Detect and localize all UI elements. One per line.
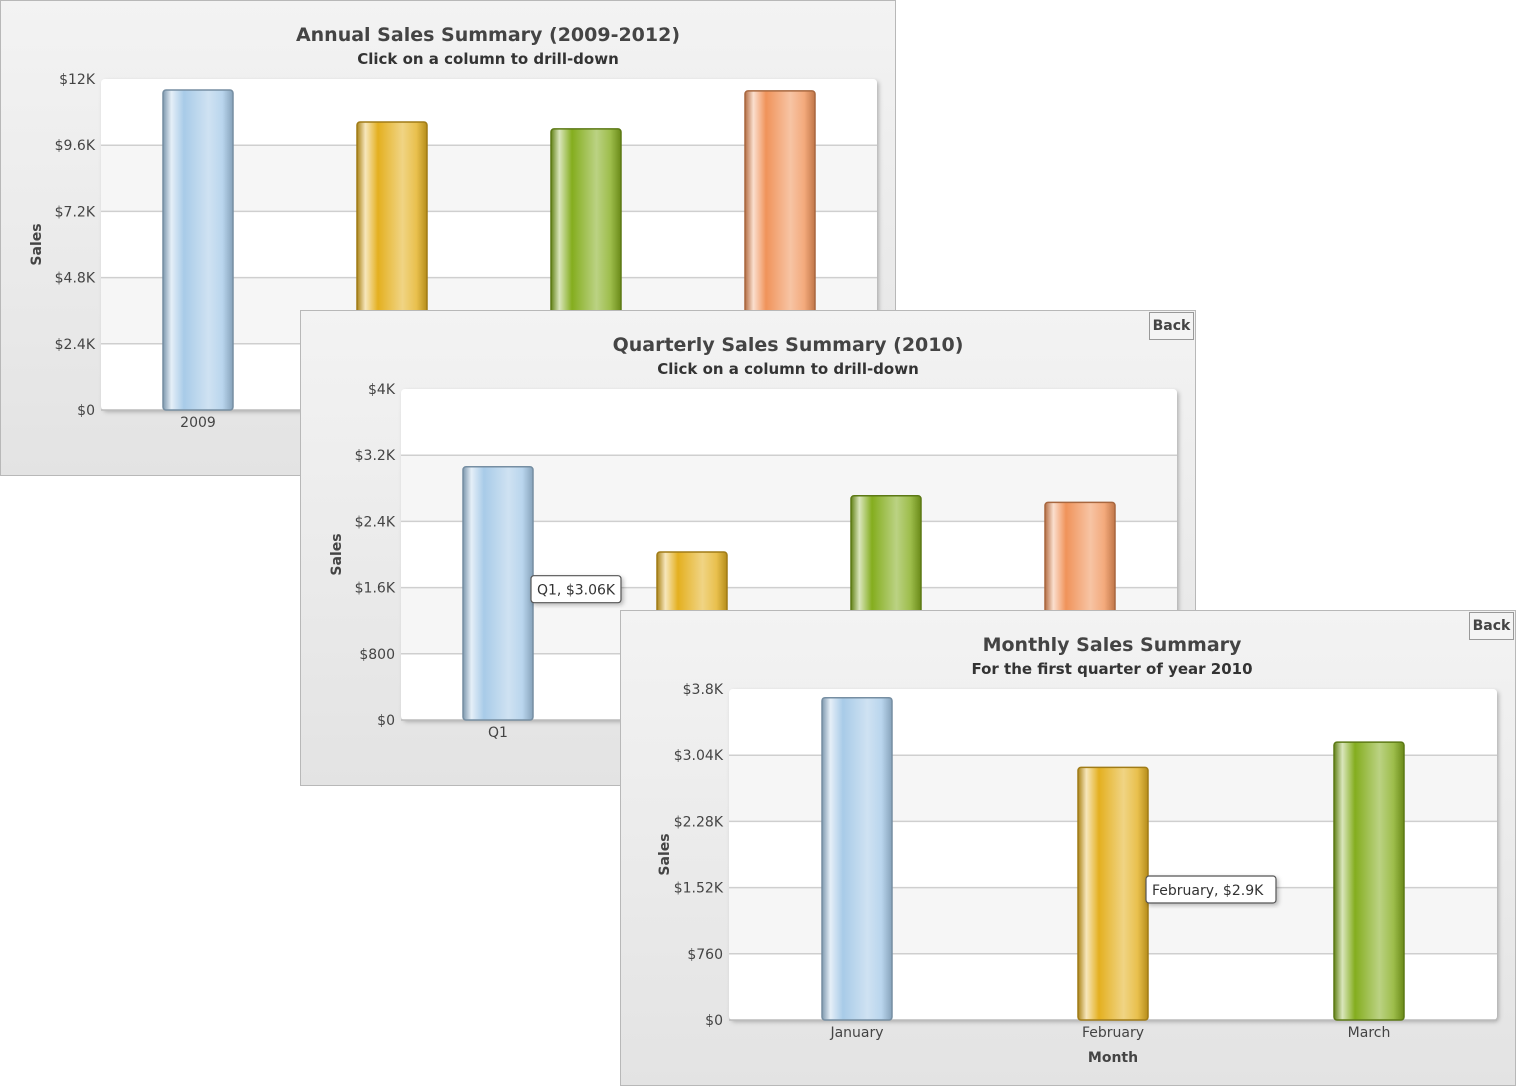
y-axis-title: Sales	[329, 533, 345, 575]
chart-svg: Monthly Sales Summary For the first quart…	[657, 634, 1497, 1066]
y-tick-label: $0	[377, 713, 395, 729]
y-tick-label: $4.8K	[55, 271, 96, 287]
monthly-chart-panel: Monthly Sales Summary For the first quart…	[620, 610, 1516, 1086]
bar-q1[interactable]	[462, 466, 534, 721]
tooltip-text: Q1, $3.06K	[537, 583, 616, 599]
back-button[interactable]: Back	[1149, 312, 1194, 340]
y-tick-label: $800	[359, 647, 395, 663]
y-tick-label: $7.2K	[55, 204, 96, 220]
bar-2009[interactable]	[162, 89, 234, 411]
tooltip: February, $2.9K	[1145, 875, 1277, 904]
tooltip: Q1, $3.06K	[530, 575, 622, 604]
bar-january[interactable]	[821, 696, 893, 1021]
x-axis-title: Month	[1088, 1050, 1138, 1066]
chart-subtitle: Click on a column to drill-down	[357, 50, 619, 68]
bar-february[interactable]	[1077, 766, 1149, 1021]
back-button[interactable]: Back	[1469, 612, 1514, 640]
chart-title: Monthly Sales Summary	[983, 634, 1242, 656]
y-tick-label: $12K	[59, 72, 96, 88]
x-tick-label: Q1	[488, 725, 508, 741]
y-axis-title: Sales	[657, 833, 673, 875]
y-tick-label: $4K	[368, 382, 396, 398]
bar-march[interactable]	[1333, 741, 1405, 1021]
y-tick-label: $3.8K	[683, 682, 724, 698]
y-tick-label: $1.52K	[674, 881, 724, 897]
y-tick-label: $760	[687, 947, 723, 963]
x-tick-label: January	[829, 1025, 883, 1041]
chart-subtitle: For the first quarter of year 2010	[971, 660, 1252, 678]
y-tick-label: $2.4K	[355, 514, 396, 530]
x-tick-label: March	[1348, 1025, 1391, 1041]
tooltip-text: February, $2.9K	[1152, 883, 1264, 899]
y-tick-label: $9.6K	[55, 138, 96, 154]
chart-title: Quarterly Sales Summary (2010)	[613, 334, 964, 356]
y-tick-label: $3.2K	[355, 448, 396, 464]
x-tick-label: 2009	[180, 415, 216, 431]
y-tick-label: $3.04K	[674, 748, 724, 764]
chart-subtitle: Click on a column to drill-down	[657, 360, 919, 378]
chart-title: Annual Sales Summary (2009-2012)	[296, 24, 680, 46]
y-tick-label: $2.28K	[674, 814, 724, 830]
y-tick-label: $1.6K	[355, 581, 396, 597]
y-axis-title: Sales	[29, 223, 45, 265]
x-tick-label: February	[1082, 1025, 1144, 1041]
y-tick-label: $2.4K	[55, 337, 96, 353]
y-tick-label: $0	[705, 1013, 723, 1029]
y-tick-label: $0	[77, 403, 95, 419]
